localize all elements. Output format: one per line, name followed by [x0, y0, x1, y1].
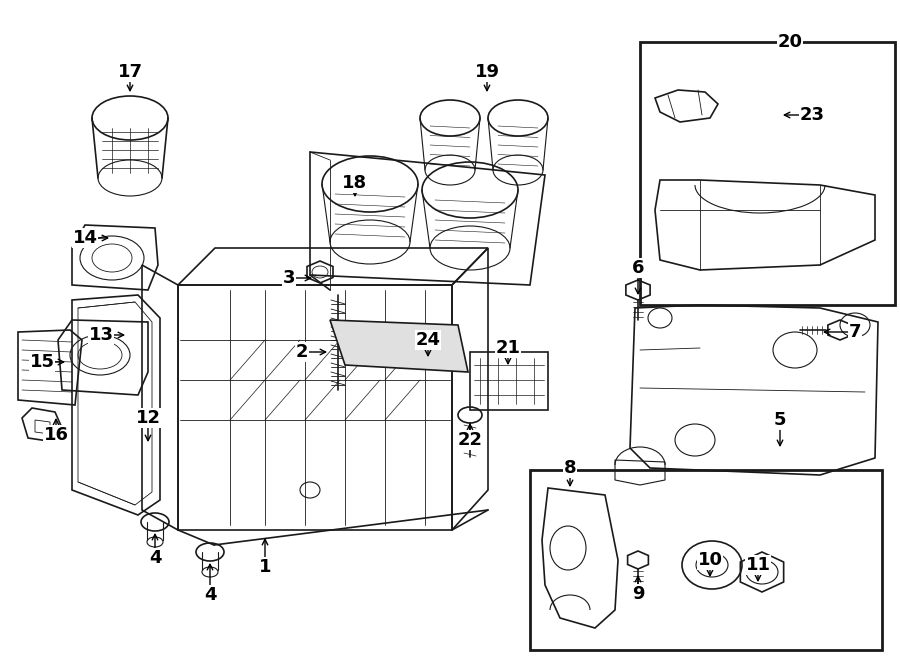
Text: 24: 24	[416, 331, 440, 349]
Text: 4: 4	[203, 586, 216, 604]
Text: 22: 22	[457, 431, 482, 449]
Text: 11: 11	[745, 556, 770, 574]
Text: 9: 9	[632, 585, 644, 603]
Bar	[640, 42, 895, 305]
Text: 17: 17	[118, 63, 142, 81]
Text: 2: 2	[296, 343, 308, 361]
Text: 13: 13	[88, 326, 113, 344]
Bar	[470, 352, 548, 410]
Text: 5: 5	[774, 411, 787, 429]
Text: 18: 18	[342, 174, 367, 192]
Text: 20: 20	[778, 33, 803, 51]
Text: 12: 12	[136, 409, 160, 427]
Text: 3: 3	[283, 269, 295, 287]
Text: 23: 23	[799, 106, 824, 124]
Text: 4: 4	[148, 549, 161, 567]
Polygon shape	[330, 320, 468, 372]
Bar	[530, 470, 882, 650]
Text: 19: 19	[474, 63, 500, 81]
Text: 10: 10	[698, 551, 723, 569]
Text: 14: 14	[73, 229, 97, 247]
Text: 21: 21	[496, 339, 520, 357]
Text: 7: 7	[849, 323, 861, 341]
Text: 1: 1	[259, 558, 271, 576]
Text: 16: 16	[43, 426, 68, 444]
Text: 8: 8	[563, 459, 576, 477]
Text: 15: 15	[30, 353, 55, 371]
Text: 6: 6	[632, 259, 644, 277]
